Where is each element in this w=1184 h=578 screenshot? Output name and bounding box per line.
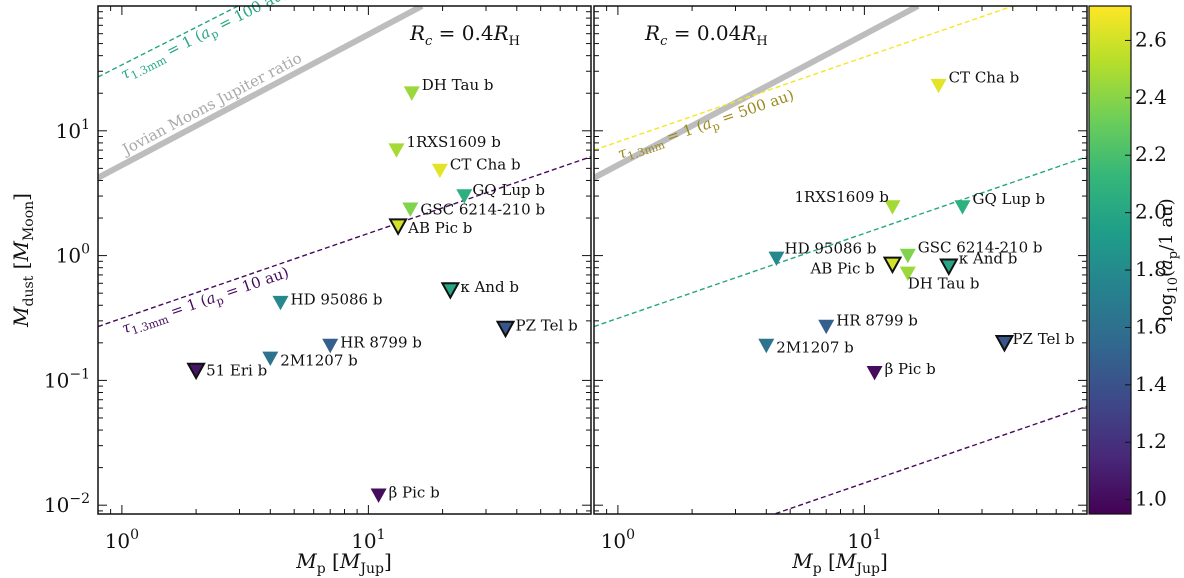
planet-marker (930, 78, 947, 94)
colorbar: 1.0 1.2 1.4 1.6 1.8 2.0 2.2 2.4 2.6 log10(ap/1 a… (1088, 5, 1181, 515)
planet-label: PZ Tel b (1012, 330, 1074, 348)
planet-marker (370, 488, 387, 503)
colorbar-tick-label: 1.6 (1135, 314, 1167, 338)
left-panel-frame (97, 5, 592, 515)
planet-label: GSC 6214-210 b (420, 200, 545, 218)
x-tick-label: 101 (351, 527, 385, 553)
planet-marker (322, 338, 339, 354)
optical-depth-label: τ1.3mm = 1 (ap = 500 au) (615, 86, 797, 166)
y-tick-label: 10−2 (44, 491, 90, 517)
colorbar-ticks: 1.0 1.2 1.4 1.6 1.8 2.0 2.2 2.4 2.6 (1125, 27, 1167, 511)
planet-marker (866, 366, 883, 381)
colorbar-tick-label: 1.8 (1135, 257, 1167, 281)
optical-depth-line (98, 6, 240, 78)
planet-marker (899, 266, 916, 282)
colorbar-tick-label: 2.4 (1135, 85, 1167, 109)
planet-marker (440, 282, 461, 300)
x-tick-label: 100 (601, 527, 635, 553)
planet-label: 2M1207 b (776, 339, 853, 357)
right-panel-reference-lines (594, 6, 1087, 514)
planet-label: AB Pic b (809, 259, 874, 277)
planet-marker (402, 202, 419, 217)
planet-label: HR 8799 b (836, 312, 918, 330)
colorbar-tick-label: 1.4 (1135, 372, 1167, 396)
planet-marker (884, 200, 901, 215)
planet-marker (388, 218, 408, 236)
colorbar-tick-label: 2.6 (1135, 27, 1167, 51)
left-x-axis-label: Mp [MJup] (295, 549, 392, 577)
planet-label: 1RXS1609 b (794, 188, 888, 206)
planet-label: GSC 6214-210 b (918, 239, 1043, 257)
planet-marker (899, 248, 916, 264)
planet-marker (388, 143, 405, 158)
planet-label: 51 Eri b (206, 362, 267, 380)
planet-marker (262, 351, 279, 367)
planet-label: CT Cha b (949, 69, 1020, 87)
planet-label: CT Cha b (450, 156, 521, 174)
planet-marker (403, 86, 420, 101)
planet-marker (939, 258, 959, 277)
right-panel-ticks: 100 101 (593, 5, 1088, 553)
planet-marker (431, 163, 448, 179)
planet-marker (768, 251, 785, 266)
planet-marker (882, 256, 903, 275)
planet-label: κ And b (460, 278, 519, 296)
planet-marker (272, 295, 289, 311)
planet-label: HD 95086 b (784, 239, 876, 257)
colorbar-gradient (1088, 5, 1132, 515)
jovian-moons-line (98, 6, 424, 181)
left-panel-reference-lines (98, 6, 591, 328)
optical-depth-label: τ1.3mm = 1 (ap = 10 au) (119, 263, 292, 340)
right-panel: τ1.3mm = 1 (ap = 500 au) CT Cha b 1RXS1609… (593, 5, 1088, 577)
planet-marker (758, 338, 775, 354)
planet-label: κ And b (959, 249, 1018, 267)
planet-label: GQ Lup b (972, 190, 1045, 208)
colorbar-label: log10(ap/1 au) (1156, 198, 1181, 321)
right-panel-points: τ1.3mm = 1 (ap = 500 au) CT Cha b 1RXS1609… (615, 69, 1075, 381)
planet-label: β Pic b (885, 360, 936, 378)
left-panel-title: Rc = 0.4RH (409, 21, 520, 49)
right-panel-title: Rc = 0.04RH (644, 21, 768, 49)
planet-label: DH Tau b (908, 274, 980, 292)
planet-label: GQ Lup b (472, 181, 545, 199)
y-tick-label: 101 (56, 117, 90, 143)
planet-label: 1RXS1609 b (406, 133, 500, 151)
planet-marker (495, 320, 516, 339)
y-tick-label: 100 (56, 242, 90, 268)
colorbar-tick-label: 2.0 (1135, 200, 1167, 224)
right-x-axis-label: Mp [MJup] (791, 549, 888, 577)
planet-label: HD 95086 b (290, 291, 382, 309)
x-tick-label: 101 (847, 527, 881, 553)
planet-marker (186, 362, 206, 381)
colorbar-tick-label: 1.2 (1135, 429, 1167, 453)
planet-marker (456, 189, 473, 204)
colorbar-tick-label: 1.0 (1135, 487, 1167, 511)
optical-depth-line (98, 156, 591, 328)
left-panel-ticks: 100 101 10−2 10−1 100 101 (44, 5, 592, 553)
planet-label: HR 8799 b (340, 334, 422, 352)
optical-depth-line (594, 156, 1087, 328)
y-tick-label: 10−1 (44, 366, 90, 392)
planet-label: AB Pic b (407, 219, 472, 237)
colorbar-tick-label: 2.2 (1135, 142, 1167, 166)
planet-label: PZ Tel b (516, 317, 578, 335)
planet-label: 2M1207 b (280, 351, 357, 369)
y-axis-label: Mdust [MMoon] (9, 193, 37, 328)
planet-label: β Pic b (389, 483, 440, 501)
planet-marker (954, 200, 971, 215)
optical-depth-line (594, 6, 1016, 151)
planet-marker (818, 319, 835, 335)
x-tick-label: 100 (105, 527, 139, 553)
planet-label: DH Tau b (422, 76, 494, 94)
jovian-moons-line (594, 6, 920, 181)
optical-depth-line (772, 405, 1087, 514)
planet-marker (994, 335, 1015, 353)
